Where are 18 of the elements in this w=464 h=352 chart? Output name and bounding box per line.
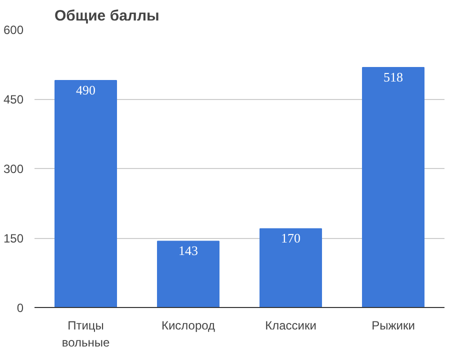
y-tick-label: 0 [16, 301, 24, 315]
data-label: 490 [76, 82, 96, 98]
chart-title: Общие баллы [54, 8, 160, 24]
x-tick-label: Кислород [161, 318, 216, 332]
y-tick-label: 600 [3, 23, 24, 37]
data-label: 143 [178, 243, 198, 258]
x-tick-label: Птицы вольные [62, 318, 110, 350]
y-tick-label: 450 [3, 92, 24, 106]
bar [157, 240, 220, 308]
x-tick-label: Классики [265, 318, 316, 332]
y-tick-label: 150 [3, 232, 24, 246]
bar [362, 66, 424, 308]
data-label: 518 [384, 69, 403, 84]
x-tick-label: Рыжики [372, 318, 415, 332]
data-label: 170 [281, 230, 300, 246]
y-tick-label: 300 [3, 162, 24, 176]
bar [260, 228, 322, 308]
bar [54, 80, 117, 308]
